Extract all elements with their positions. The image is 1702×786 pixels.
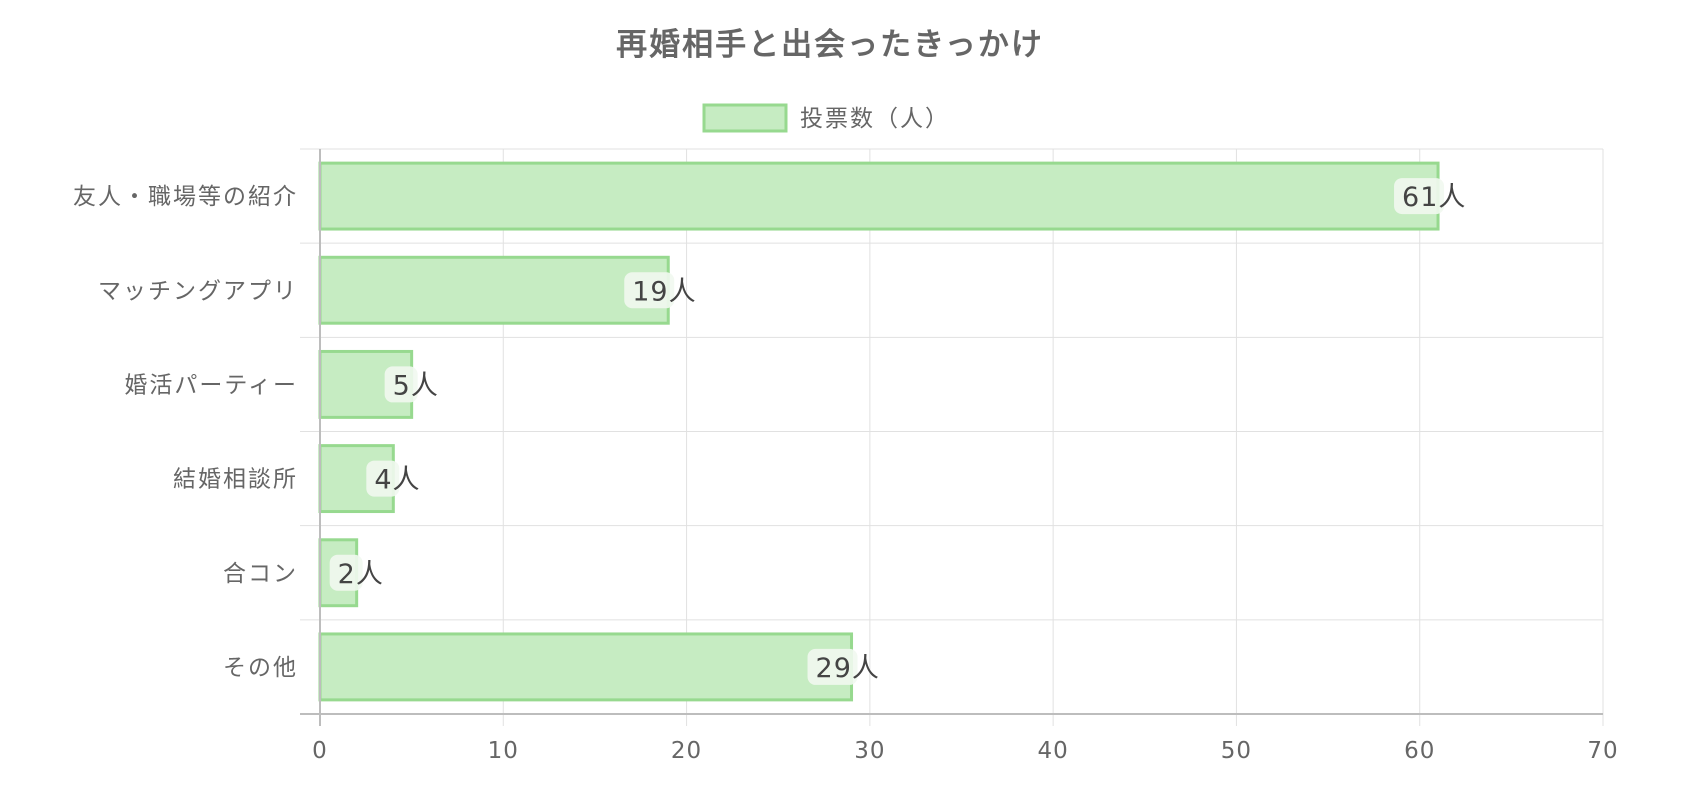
data-label: 19人 (632, 276, 696, 307)
data-label-bg (1394, 178, 1445, 215)
bar (318, 161, 1440, 231)
category-label: マッチングアプリ (98, 278, 298, 304)
category-label: その他 (223, 655, 298, 681)
x-tick-label: 30 (854, 738, 885, 764)
x-tick-label: 20 (671, 738, 702, 764)
category-label: 婚活パーティー (124, 372, 298, 398)
bar (318, 632, 854, 702)
data-label: 61人 (1402, 182, 1466, 213)
data-label-bg (384, 366, 418, 403)
data-label-bg (366, 460, 400, 497)
data-labels: 61人 19人 5人 4人 2人 29人 (329, 178, 1466, 685)
category-label: 結婚相談所 (173, 467, 298, 493)
data-label-bg (624, 272, 675, 309)
data-label-bg (329, 554, 363, 591)
x-tick-label: 50 (1221, 738, 1252, 764)
x-tick-label: 70 (1587, 738, 1618, 764)
category-label: 合コン (223, 561, 298, 587)
bar (318, 255, 670, 325)
axes: 0 10 20 30 40 50 60 70 友人・職場等の紹介マッチングアプリ婚活パーティー結… (73, 149, 1618, 764)
chart-title: 再婚相手と出会ったきっかけ (616, 27, 1044, 63)
data-label: 29人 (816, 653, 880, 684)
x-tick-label: 60 (1404, 738, 1435, 764)
legend-label: 投票数（人） (800, 106, 950, 132)
legend-swatch (702, 103, 788, 133)
data-label-bg (807, 648, 858, 685)
x-tick-label: 10 (488, 738, 519, 764)
legend[interactable]: 投票数（人） (702, 103, 950, 133)
data-label: 4人 (374, 465, 420, 496)
x-tick-label: 0 (312, 738, 328, 764)
grid (300, 148, 1604, 726)
x-tick-label: 40 (1038, 738, 1069, 764)
data-label: 5人 (393, 370, 439, 401)
category-label: 友人・職場等の紹介 (73, 184, 298, 210)
data-label: 2人 (338, 559, 384, 590)
